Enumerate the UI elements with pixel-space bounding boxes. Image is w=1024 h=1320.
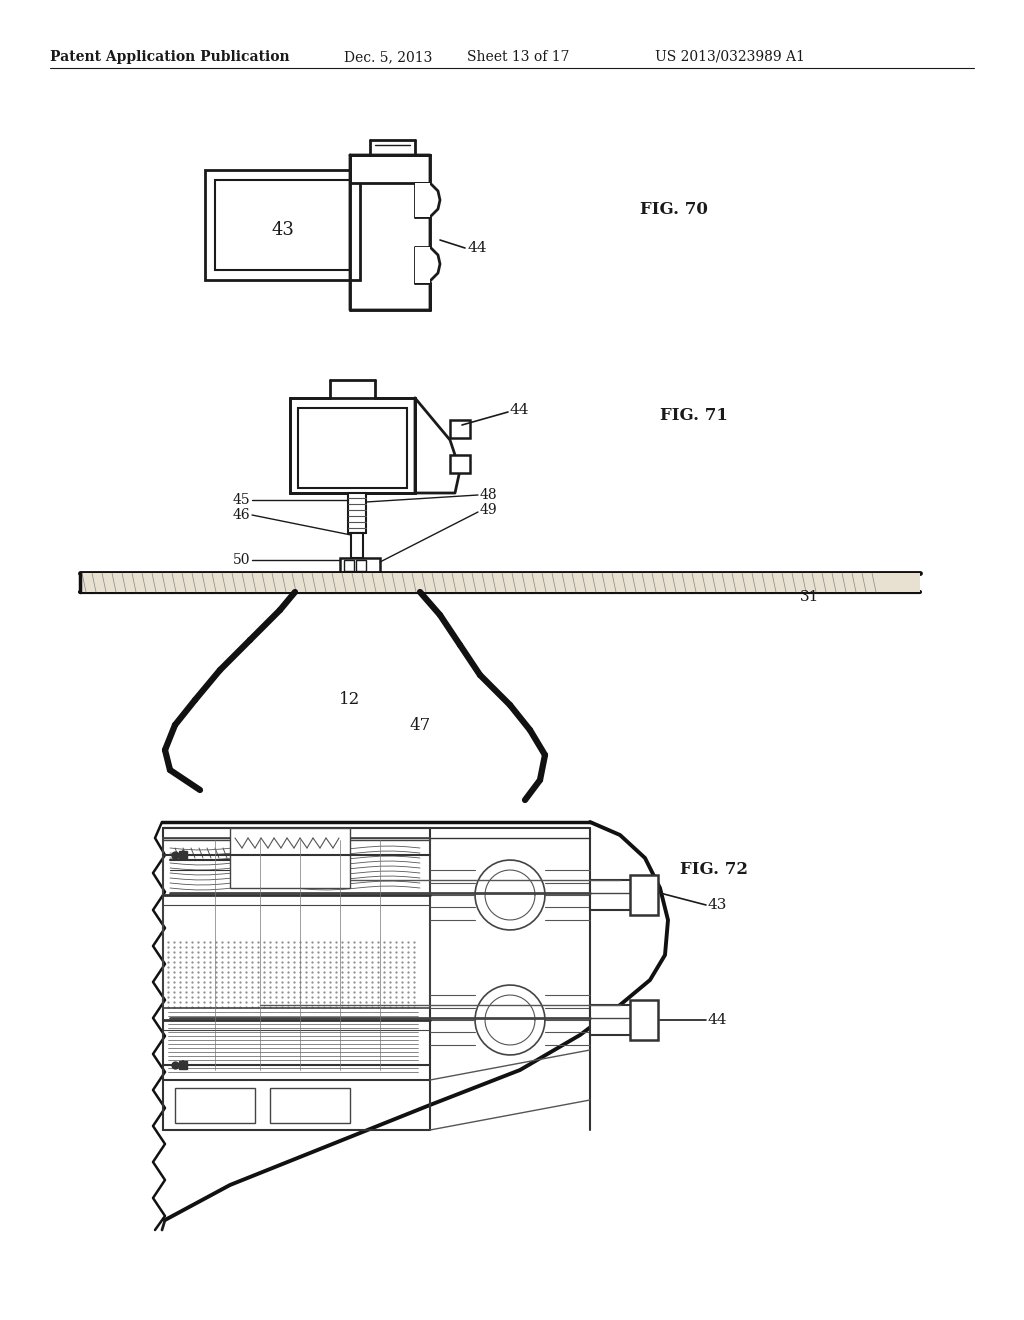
Bar — [590, 880, 655, 909]
Bar — [415, 183, 430, 216]
Bar — [163, 838, 430, 1008]
Bar — [350, 154, 430, 183]
Text: 44: 44 — [468, 242, 487, 255]
Text: 48: 48 — [480, 488, 498, 502]
Polygon shape — [415, 399, 460, 492]
Text: 12: 12 — [339, 692, 360, 709]
Text: Patent Application Publication: Patent Application Publication — [50, 50, 290, 63]
Text: Dec. 5, 2013: Dec. 5, 2013 — [344, 50, 432, 63]
Bar — [590, 1005, 655, 1035]
Bar — [630, 1001, 658, 1040]
Bar — [175, 1088, 255, 1123]
Bar — [230, 828, 350, 888]
Text: FIG. 71: FIG. 71 — [660, 407, 728, 424]
Text: 50: 50 — [232, 553, 250, 568]
Bar — [351, 533, 362, 558]
Text: 49: 49 — [480, 503, 498, 517]
Bar — [340, 558, 380, 573]
Bar — [630, 875, 658, 915]
Text: 47: 47 — [410, 717, 431, 734]
Text: 43: 43 — [708, 898, 727, 912]
Bar — [80, 573, 920, 591]
Bar — [348, 492, 366, 533]
Bar — [290, 399, 415, 492]
Bar — [215, 180, 350, 271]
Bar — [415, 247, 430, 282]
Text: 44: 44 — [708, 1012, 727, 1027]
Bar — [270, 1088, 350, 1123]
Text: Sheet 13 of 17: Sheet 13 of 17 — [467, 50, 569, 63]
Text: FIG. 72: FIG. 72 — [680, 862, 748, 879]
Bar — [356, 560, 366, 572]
Text: US 2013/0323989 A1: US 2013/0323989 A1 — [655, 50, 805, 63]
Bar — [344, 560, 354, 572]
Polygon shape — [350, 154, 440, 310]
Text: 46: 46 — [232, 508, 250, 521]
Text: 31: 31 — [800, 590, 819, 605]
Bar — [450, 455, 470, 473]
Text: 44: 44 — [510, 403, 529, 417]
Bar — [298, 408, 407, 488]
Bar — [450, 420, 470, 438]
Text: 43: 43 — [271, 220, 295, 239]
Bar — [205, 170, 360, 280]
Text: 45: 45 — [232, 492, 250, 507]
Text: FIG. 70: FIG. 70 — [640, 202, 708, 219]
